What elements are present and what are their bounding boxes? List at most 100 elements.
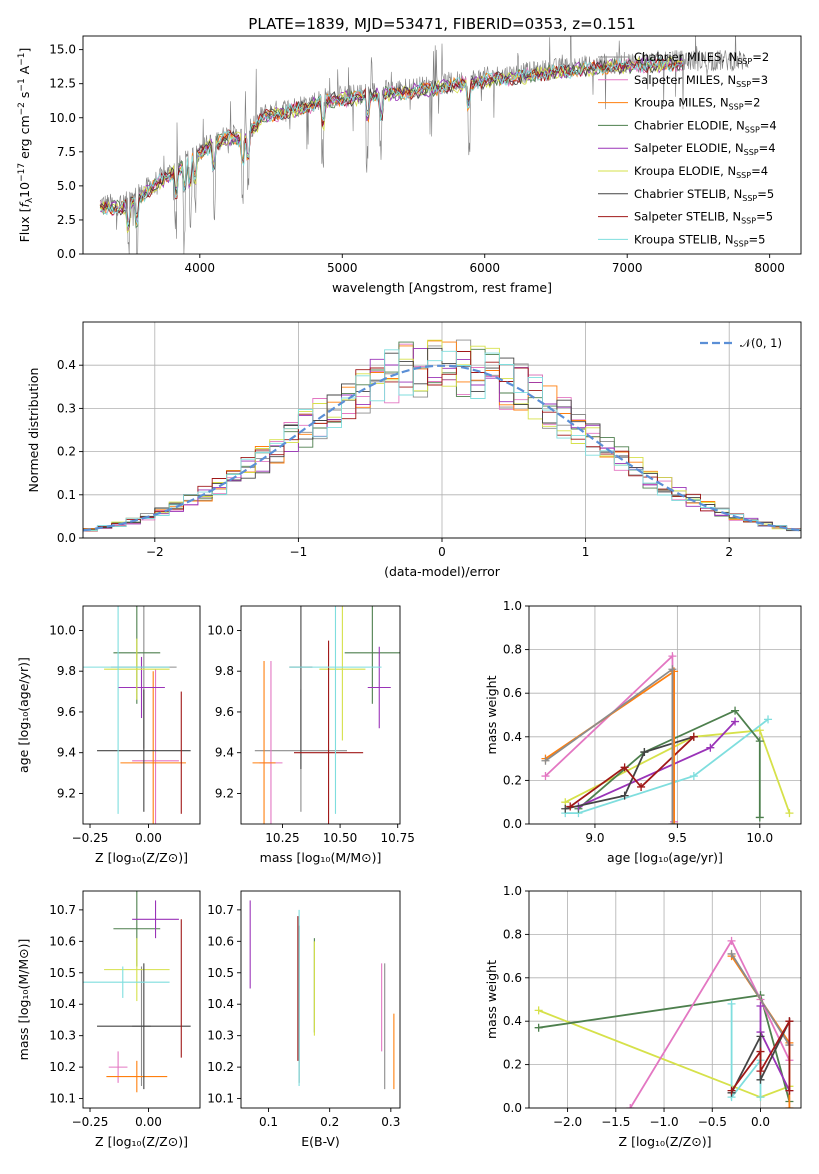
spectrum-legend-name-8: Kroupa STELIB, N xyxy=(634,232,734,246)
z-mass-ytick-label-4: 10.5 xyxy=(49,966,76,980)
z-age-xtick-label-1: 0.00 xyxy=(135,831,162,845)
z-mass-ytick-label-3: 10.4 xyxy=(49,997,76,1011)
ebv-mass-frame xyxy=(240,890,401,1109)
spectrum-legend-sub-4: SSP xyxy=(744,148,759,157)
age-weight-marker-2-4 xyxy=(755,813,764,822)
spectrum-legend-sub-5: SSP xyxy=(736,171,751,180)
age-weight-marker-6-1 xyxy=(668,652,677,661)
z-weight-ytick-label-1: 0.2 xyxy=(503,1058,522,1072)
age-weight-line-4 xyxy=(565,735,695,810)
z-age-ytick-label-1: 9.4 xyxy=(57,746,76,760)
spectrum-ylabel-part-11: ] xyxy=(17,48,32,53)
z-weight-marker-8-4 xyxy=(785,1086,794,1095)
spectrum-legend-n-7: =5 xyxy=(756,210,773,224)
age-weight-marker-2-2 xyxy=(731,706,740,715)
ebv-mass-ytick-label-6: 10.7 xyxy=(207,903,234,917)
spectrum-legend-label-8: Kroupa STELIB, NSSP=5 xyxy=(634,232,765,248)
spectrum-ylabel-part-6: −2 xyxy=(17,102,27,115)
z-mass-ytick-label-2: 10.3 xyxy=(49,1029,76,1043)
residuals-ytick-label-0: 0.0 xyxy=(57,531,76,545)
age-weight-marker-4-0 xyxy=(561,804,570,813)
ebv-mass-xtick-label-1: 0.2 xyxy=(320,1115,339,1129)
spectrum-plot-area xyxy=(99,36,749,254)
spectrum-xtick-label-1: 5000 xyxy=(327,261,358,275)
age-weight-marker-0-3 xyxy=(785,809,794,818)
spectrum-frame xyxy=(82,35,802,255)
age-weight-axes: 9.0 9.5 10.0 0.0 0.2 0.4 0.6 0.8 1.0 age [log₁₀(a… xyxy=(484,599,802,865)
z-weight-marker-3-0 xyxy=(626,1104,635,1108)
ebv-mass-xlabel: E(B-V) xyxy=(301,1134,340,1149)
z-weight-marker-0-0 xyxy=(534,1006,543,1015)
z-weight-marker-4-2 xyxy=(785,1104,794,1108)
spectrum-legend-n-2: =2 xyxy=(744,96,761,110)
age-weight-ytick-label-2: 0.4 xyxy=(503,730,522,744)
z-age-plot-area xyxy=(83,606,191,824)
age-weight-ytick-label-0: 0.0 xyxy=(503,817,522,831)
z-weight-xtick-label-4: 0.0 xyxy=(751,1115,770,1129)
mass-age-xtick-label-0: 10.25 xyxy=(265,831,299,845)
z-mass-xlabel: Z [log₁₀(Z/Z⊙)] xyxy=(95,1134,188,1149)
spectrum-legend-label-0: Chabrier MILES, NSSP=2 xyxy=(634,50,769,66)
residuals-plot-area xyxy=(83,339,801,533)
z-weight-ytick-label-5: 1.0 xyxy=(503,884,522,898)
z-weight-line-3 xyxy=(629,939,791,1108)
mass-age-ytick-label-1: 9.4 xyxy=(215,746,234,760)
z-age-frame xyxy=(82,605,201,825)
z-weight-line-5 xyxy=(730,953,791,1046)
age-weight-marker-5-3 xyxy=(689,732,698,741)
spectrum-legend-sub-2: SSP xyxy=(729,103,744,112)
residuals-axes: −2 −1 0 1 2 0.0 0.1 0.2 0.3 0.4 (data-model)/error… xyxy=(26,321,802,579)
z-mass-ytick-label-5: 10.6 xyxy=(49,934,76,948)
z-weight-marker-8-2 xyxy=(756,1067,765,1076)
spectrum-legend-label-7: Salpeter STELIB, NSSP=5 xyxy=(634,210,773,226)
spectrum-xtick-label-2: 6000 xyxy=(469,261,500,275)
z-weight-axes: −2.0 −1.5 −1.0 −0.5 0.0 0.0 0.2 0.4 0.6 0.8 1.0 Z [… xyxy=(484,884,802,1149)
age-weight-xlabel: age [log₁₀(age/yr)] xyxy=(607,850,723,865)
z-age-ytick-label-3: 9.8 xyxy=(57,664,76,678)
spectrum-model-8 xyxy=(99,57,684,227)
spectrum-legend-n-3: =4 xyxy=(760,118,777,132)
age-weight-marker-6-0 xyxy=(541,772,550,781)
ebv-mass-ytick-label-0: 10.1 xyxy=(207,1092,234,1106)
z-weight-xtick-label-0: −2.0 xyxy=(553,1115,582,1129)
age-weight-marker-4-2 xyxy=(640,748,649,757)
ebv-mass-xtick-label-0: 0.1 xyxy=(259,1115,278,1129)
ebv-mass-ytick-label-2: 10.3 xyxy=(207,1029,234,1043)
age-weight-ylabel: mass weight xyxy=(484,675,499,754)
spectrum-ylabel-part-5: erg cm xyxy=(17,115,32,163)
age-weight-ytick-label-5: 1.0 xyxy=(503,599,522,613)
spectrum-ytick-label-3: 7.5 xyxy=(57,145,76,159)
z-weight-marker-3-1 xyxy=(727,936,736,945)
residuals-xtick-label-0: −2 xyxy=(146,545,164,559)
z-weight-marker-5-0 xyxy=(727,949,736,958)
spectrum-legend-name-7: Salpeter STELIB, N xyxy=(634,210,741,224)
spectrum-ylabel-part-3: 10 xyxy=(17,182,32,198)
spectrum-legend-name-6: Chabrier STELIB, N xyxy=(634,187,742,201)
residuals-ylabel: Normed distribution xyxy=(26,368,41,493)
z-mass-xtick-label-1: 0.00 xyxy=(135,1115,162,1129)
age-weight-marker-4-1 xyxy=(620,791,629,800)
age-weight-marker-0-2 xyxy=(755,726,764,735)
mass-age-ytick-label-2: 9.6 xyxy=(215,705,234,719)
spectrum-axes: 4000 5000 6000 7000 8000 0.0 2.5 5.0 7.5 10.0 12.5… xyxy=(17,15,802,295)
age-weight-xtick-label-1: 9.5 xyxy=(668,831,687,845)
z-weight-ytick-label-4: 0.8 xyxy=(503,927,522,941)
z-mass-ytick-label-0: 10.1 xyxy=(49,1092,76,1106)
spectrum-legend-n-6: =5 xyxy=(757,187,774,201)
spectrum-ylabel-part-10: −1 xyxy=(17,52,27,65)
residuals-ytick-label-4: 0.4 xyxy=(57,358,76,372)
z-weight-marker-2-0 xyxy=(727,999,736,1008)
spectrum-legend-name-0: Chabrier MILES, N xyxy=(634,50,737,64)
age-weight-marker-7-2 xyxy=(670,820,679,824)
age-weight-ytick-label-3: 0.6 xyxy=(503,686,522,700)
age-weight-line-8 xyxy=(544,667,674,824)
age-weight-ytick-label-1: 0.2 xyxy=(503,773,522,787)
age-weight-line-0 xyxy=(564,729,791,814)
spectrum-ylabel-part-1: f xyxy=(17,202,32,208)
spectrum-legend-name-4: Salpeter ELODIE, N xyxy=(634,141,744,155)
mass-age-xtick-label-2: 10.75 xyxy=(381,831,415,845)
spectrum-legend-n-1: =3 xyxy=(751,73,768,87)
spectrum-ytick-label-2: 5.0 xyxy=(57,179,76,193)
z-weight-marker-7-1 xyxy=(756,1032,765,1041)
